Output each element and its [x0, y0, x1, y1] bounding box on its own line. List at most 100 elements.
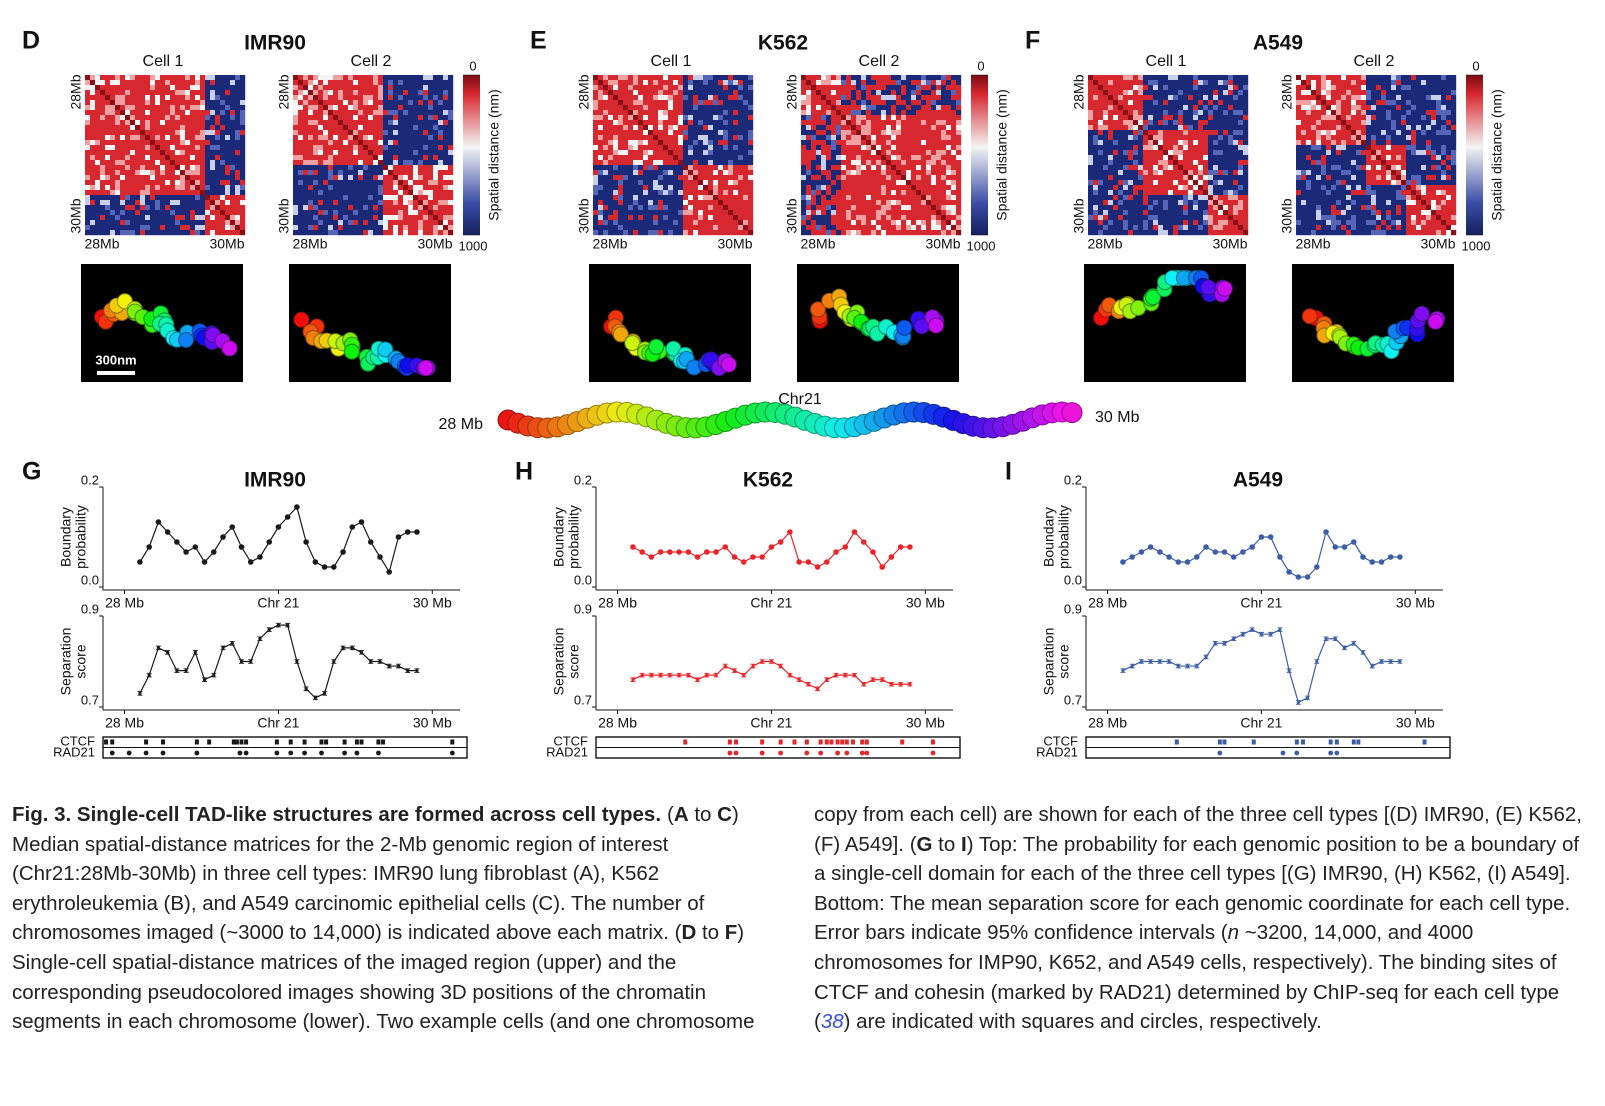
matrix-cell — [398, 200, 404, 206]
matrix-cell — [946, 185, 952, 191]
matrix-cell — [941, 230, 947, 236]
matrix-cell — [1183, 105, 1189, 111]
matrix-cell — [638, 105, 644, 111]
matrix-cell — [328, 190, 334, 196]
matrix-cell — [628, 185, 634, 191]
matrix-cell — [308, 90, 314, 96]
matrix-cell — [916, 140, 922, 146]
matrix-cell — [225, 190, 231, 196]
matrix-cell — [1228, 105, 1234, 111]
matrix-cell — [831, 80, 837, 86]
matrix-cell — [608, 80, 614, 86]
matrix-cell — [393, 130, 399, 136]
matrix-cell — [663, 185, 669, 191]
matrix-cell — [413, 205, 419, 211]
matrix-cell — [936, 160, 942, 166]
matrix-cell — [408, 115, 414, 121]
matrix-cell — [608, 155, 614, 161]
matrix-cell — [866, 150, 872, 156]
matrix-cell — [713, 155, 719, 161]
matrix-cell — [683, 230, 689, 236]
matrix-cell — [115, 110, 121, 116]
matrix-cell — [175, 175, 181, 181]
matrix-cell — [748, 100, 754, 106]
matrix-cell — [668, 185, 674, 191]
matrix-cell — [638, 200, 644, 206]
matrix-cell — [668, 200, 674, 206]
matrix-cell — [95, 170, 101, 176]
matrix-cell — [598, 220, 604, 226]
matrix-cell — [145, 130, 151, 136]
matrix-cell — [1188, 135, 1194, 141]
matrix-cell — [703, 165, 709, 171]
matrix-cell — [105, 200, 111, 206]
matrix-cell — [851, 170, 857, 176]
matrix-cell — [801, 120, 807, 126]
matrix-cell — [165, 140, 171, 146]
matrix-cell — [1123, 125, 1129, 131]
matrix-cell — [653, 160, 659, 166]
matrix-cell — [801, 140, 807, 146]
matrix-cell — [713, 140, 719, 146]
matrix-cell — [363, 180, 369, 186]
matrix-cell — [851, 100, 857, 106]
matrix-cell — [1238, 90, 1244, 96]
matrix-cell — [1113, 160, 1119, 166]
matrix-cell — [230, 135, 236, 141]
matrix-cell — [85, 110, 91, 116]
matrix-cell — [308, 160, 314, 166]
matrix-cell — [911, 185, 917, 191]
matrix-cell — [1178, 130, 1184, 136]
matrix-cell — [373, 95, 379, 101]
matrix-cell — [105, 125, 111, 131]
matrix-cell — [220, 115, 226, 121]
matrix-cell — [906, 125, 912, 131]
matrix-cell — [693, 195, 699, 201]
matrix-cell — [1118, 140, 1124, 146]
matrix-cell — [1148, 130, 1154, 136]
matrix-cell — [613, 140, 619, 146]
matrix-cell — [1158, 175, 1164, 181]
matrix-cell — [678, 130, 684, 136]
matrix-cell — [398, 105, 404, 111]
matrix-cell — [358, 135, 364, 141]
matrix-cell — [318, 130, 324, 136]
matrix-cell — [413, 200, 419, 206]
matrix-cell — [190, 95, 196, 101]
matrix-cell — [318, 170, 324, 176]
matrix-cell — [1213, 135, 1219, 141]
matrix-cell — [428, 200, 434, 206]
matrix-cell — [175, 135, 181, 141]
matrix-cell — [748, 150, 754, 156]
matrix-cell — [140, 200, 146, 206]
matrix-cell — [871, 90, 877, 96]
matrix-cell — [368, 185, 374, 191]
matrix-cell — [866, 130, 872, 136]
matrix-cell — [931, 185, 937, 191]
matrix-cell — [313, 160, 319, 166]
matrix-cell — [393, 195, 399, 201]
matrix-cell — [946, 85, 952, 91]
matrix-cell — [388, 130, 394, 136]
matrix-cell — [318, 100, 324, 106]
matrix-cell — [698, 210, 704, 216]
matrix-cell — [1183, 145, 1189, 151]
matrix-cell — [881, 115, 887, 121]
matrix-cell — [110, 130, 116, 136]
matrix-cell — [1113, 205, 1119, 211]
matrix-cell — [733, 85, 739, 91]
matrix-cell — [866, 90, 872, 96]
matrix-cell — [110, 175, 116, 181]
matrix-cell — [140, 125, 146, 131]
matrix-cell — [388, 75, 394, 81]
matrix-cell — [1088, 130, 1094, 136]
matrix-cell — [438, 155, 444, 161]
matrix-cell — [1193, 85, 1199, 91]
matrix-cell — [383, 230, 389, 236]
matrix-cell — [338, 80, 344, 86]
matrix-cell — [733, 145, 739, 151]
matrix-cell — [708, 225, 714, 231]
matrix-cell — [871, 130, 877, 136]
matrix-cell — [628, 175, 634, 181]
matrix-cell — [1168, 80, 1174, 86]
